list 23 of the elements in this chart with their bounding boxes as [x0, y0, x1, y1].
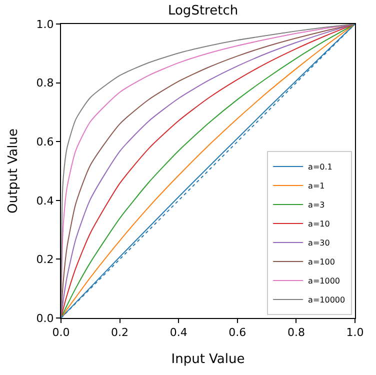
x-tick-label: 0.0	[52, 326, 70, 340]
legend-label: a=0.1	[308, 162, 332, 172]
legend-label: a=3	[308, 200, 325, 210]
x-tick-label: 0.4	[170, 326, 188, 340]
legend-label: a=10	[308, 220, 330, 229]
y-tick-label: 0.0	[36, 312, 54, 325]
x-tick-label: 1.0	[346, 326, 364, 340]
legend-label: a=100	[308, 258, 335, 267]
y-tick-label: 1.0	[36, 18, 54, 31]
chart-title: LogStretch	[168, 4, 238, 19]
x-tick-label: 0.6	[228, 326, 246, 340]
legend-label: a=10000	[308, 296, 346, 305]
legend-label: a=1000	[308, 276, 340, 286]
x-tick-label: 0.2	[111, 326, 129, 340]
legend-label: a=30	[308, 238, 330, 248]
y-tick-label: 0.6	[36, 135, 54, 148]
y-axis-title: Output Value	[6, 128, 22, 214]
x-axis-title: Input Value	[171, 352, 245, 367]
y-tick-label: 0.2	[36, 253, 54, 266]
legend-label: a=1	[308, 182, 325, 191]
y-tick-label: 0.4	[36, 194, 54, 208]
x-tick-label: 0.8	[287, 326, 305, 340]
y-tick-label: 0.8	[36, 76, 54, 90]
